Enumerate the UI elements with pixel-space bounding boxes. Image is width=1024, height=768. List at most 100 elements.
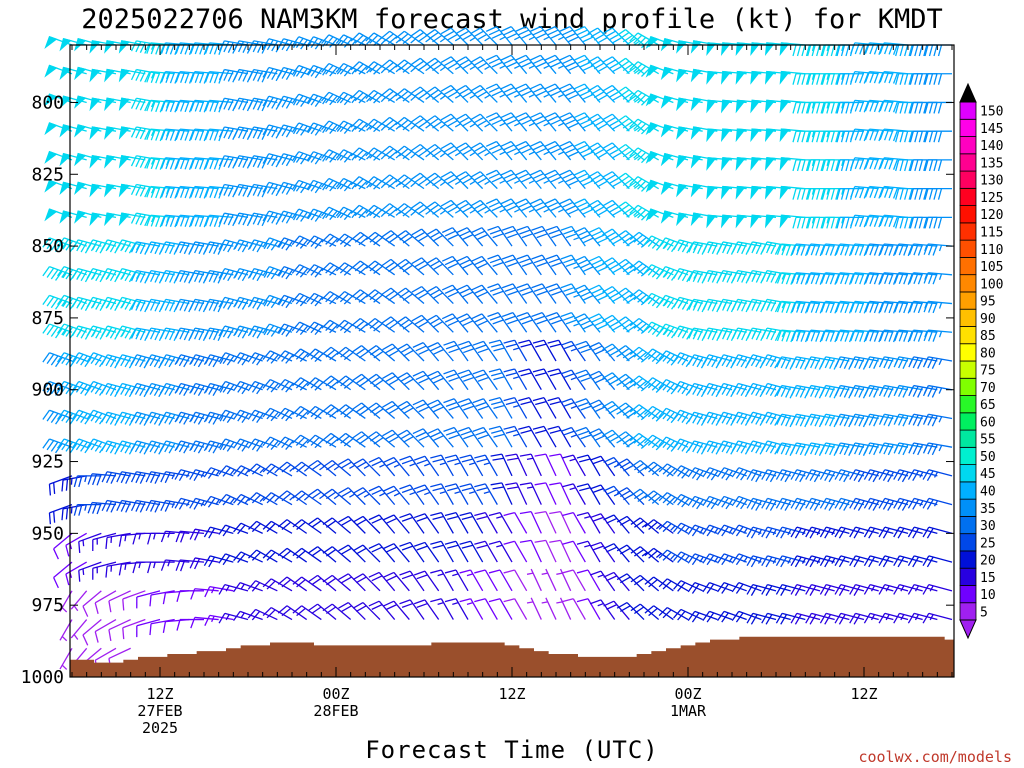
barb-full xyxy=(615,86,626,95)
barb-full xyxy=(918,102,923,114)
barb-full xyxy=(461,206,473,213)
barb-full xyxy=(204,100,211,112)
barb-full xyxy=(299,268,309,278)
barb-full xyxy=(295,323,305,334)
barb-full xyxy=(199,158,205,170)
barb-full xyxy=(751,299,758,311)
barb-full xyxy=(515,140,527,147)
barb-full xyxy=(590,174,602,182)
barb-full xyxy=(321,120,330,131)
barb-full xyxy=(869,330,875,342)
barb-full xyxy=(135,271,142,283)
barb-full xyxy=(594,348,606,355)
wind-barb xyxy=(909,101,938,114)
barb-full xyxy=(854,272,860,285)
barb-full xyxy=(711,329,718,341)
barb-full xyxy=(594,291,606,298)
wind-barb xyxy=(645,150,674,164)
barb-full xyxy=(826,217,831,229)
wind-barb xyxy=(864,356,894,369)
barb-full xyxy=(928,73,934,85)
barb-full xyxy=(637,37,647,46)
barb-full xyxy=(429,317,440,325)
barb-full xyxy=(909,102,914,114)
barb-full xyxy=(410,57,421,66)
barb-full xyxy=(776,272,783,284)
barb-full xyxy=(208,242,215,254)
barb-flag xyxy=(59,181,72,195)
barb-full xyxy=(135,156,142,168)
barb-flag xyxy=(676,212,688,227)
barb-full xyxy=(130,383,138,394)
barb-full xyxy=(518,29,530,36)
barb-full xyxy=(130,299,137,310)
barb-full xyxy=(403,407,414,415)
barb-full xyxy=(488,29,500,36)
barb-full xyxy=(869,272,875,285)
barb-full xyxy=(65,326,74,337)
barb-full xyxy=(402,264,413,273)
barb-full xyxy=(130,354,138,365)
barb-half xyxy=(514,180,521,184)
barb-full xyxy=(248,184,255,196)
barb-full xyxy=(295,152,304,163)
barb-full xyxy=(84,357,92,368)
barb-full xyxy=(387,64,398,73)
barb-full xyxy=(736,355,744,367)
barb-flag xyxy=(764,214,776,229)
barb-full xyxy=(384,176,394,186)
barb-full xyxy=(281,267,289,278)
wind-barb xyxy=(658,294,689,310)
barb-full xyxy=(565,319,577,325)
barb-full xyxy=(549,372,562,377)
barb-half xyxy=(150,129,155,137)
wind-barb xyxy=(645,93,674,107)
wind-barb xyxy=(441,255,469,276)
barb-full xyxy=(350,32,360,42)
wind-barb xyxy=(335,62,366,77)
barb-flag xyxy=(89,40,101,54)
barb-half xyxy=(336,212,342,219)
barb-full xyxy=(160,299,167,310)
barb-full xyxy=(696,442,704,454)
barb-full xyxy=(884,71,890,83)
barb-full xyxy=(402,179,413,188)
barb-full xyxy=(299,381,309,391)
barb-full xyxy=(697,300,704,312)
barb-full xyxy=(218,98,225,109)
wind-barb xyxy=(879,243,909,257)
barb-full xyxy=(329,66,338,77)
barb-full xyxy=(567,93,579,100)
barb-full xyxy=(619,376,630,385)
barb-full xyxy=(563,344,575,350)
barb-full xyxy=(233,40,240,52)
barb-full xyxy=(567,208,579,215)
barb-full xyxy=(42,266,50,277)
barb-full xyxy=(403,378,414,386)
barb-full xyxy=(647,294,657,305)
barb-half xyxy=(484,65,491,71)
barb-full xyxy=(487,225,499,231)
barb-full xyxy=(266,267,275,278)
barb-full xyxy=(183,356,191,368)
barb-full xyxy=(266,352,275,362)
barb-full xyxy=(160,327,167,339)
barb-shaft xyxy=(483,369,498,391)
barb-full xyxy=(588,255,600,262)
barb-half xyxy=(322,184,327,191)
barb-full xyxy=(928,272,934,285)
barb-full xyxy=(493,404,505,409)
wind-barb xyxy=(248,212,278,227)
barb-full xyxy=(924,44,929,57)
barb-full xyxy=(864,157,871,169)
barb-full xyxy=(521,290,533,296)
barb-flag xyxy=(118,183,131,198)
barb-full xyxy=(633,120,643,130)
barb-full xyxy=(86,381,94,392)
barb-half xyxy=(543,151,550,156)
barb-half xyxy=(558,122,565,127)
barb-full xyxy=(532,29,544,36)
barb-full xyxy=(433,377,444,384)
barb-flag xyxy=(104,183,116,198)
barb-full xyxy=(504,286,516,293)
